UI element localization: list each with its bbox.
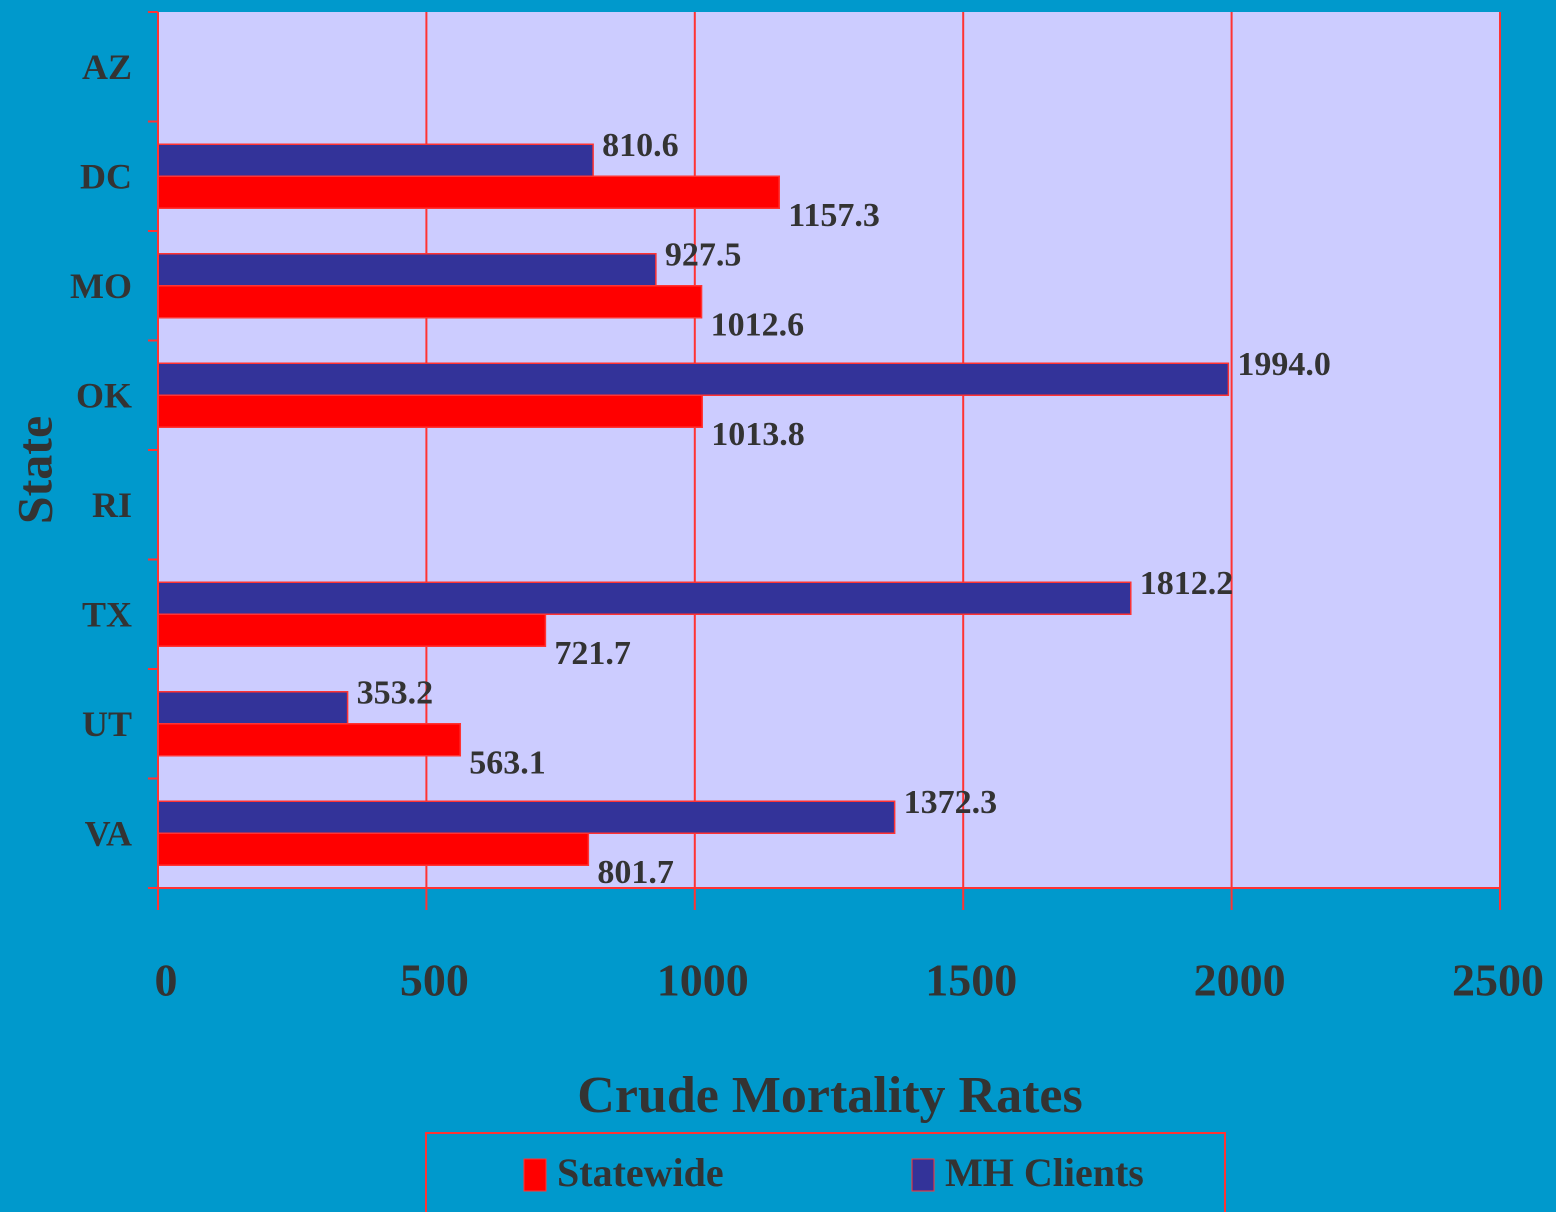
legend-swatch	[911, 1158, 935, 1192]
bar	[157, 800, 896, 834]
y-tick-label: RI	[92, 485, 132, 525]
x-tick-label: 1000	[657, 955, 749, 1006]
bars: 810.6 1157.3 927.5 1012.6 1994.0 1013.8 1812.2…	[157, 127, 1331, 891]
data-label: 927.5	[665, 237, 742, 274]
bar	[157, 253, 657, 287]
bar	[157, 394, 703, 428]
bar	[157, 581, 1132, 615]
data-label: 1013.8	[711, 416, 805, 453]
legend-label: MH Clients	[945, 1150, 1144, 1195]
y-tick-label: UT	[82, 704, 132, 744]
y-tick-label: TX	[82, 595, 132, 635]
plot-area	[158, 12, 1500, 888]
bar	[157, 691, 349, 725]
legend-swatch	[523, 1158, 547, 1192]
x-axis-title: Crude Mortality Rates	[577, 1067, 1082, 1124]
data-label: 1012.6	[711, 307, 805, 344]
bar	[157, 723, 462, 757]
legend	[425, 1132, 1226, 1212]
y-tick-label: OK	[76, 376, 132, 416]
y-tick-label: AZ	[82, 47, 132, 87]
y-axis-title: State	[6, 416, 62, 524]
data-label: 721.7	[554, 635, 631, 672]
legend-label: Statewide	[557, 1150, 724, 1195]
data-label: 1994.0	[1237, 346, 1331, 383]
bar	[157, 285, 703, 319]
x-tick-label: 2500	[1452, 955, 1544, 1006]
bar	[157, 362, 1230, 396]
data-label: 1812.2	[1140, 565, 1234, 602]
bar	[157, 143, 594, 177]
y-tick-label: VA	[85, 814, 132, 854]
data-label: 563.1	[469, 745, 546, 782]
bar	[157, 175, 780, 209]
data-label: 1157.3	[788, 197, 880, 234]
y-tick-label: DC	[80, 157, 132, 197]
bar	[157, 832, 590, 866]
data-label: 801.7	[597, 854, 674, 891]
data-label: 1372.3	[904, 784, 998, 821]
legend-items: Statewide MH Clients	[523, 1150, 1144, 1195]
data-label: 353.2	[357, 675, 434, 712]
x-tick-label: 0	[155, 955, 178, 1006]
data-label: 810.6	[602, 127, 679, 164]
x-tick-label: 1500	[925, 955, 1017, 1006]
x-tick-label: 2000	[1194, 955, 1286, 1006]
y-tick-label: MO	[70, 266, 132, 306]
x-tick-label: 500	[400, 955, 469, 1006]
bar	[157, 613, 547, 647]
